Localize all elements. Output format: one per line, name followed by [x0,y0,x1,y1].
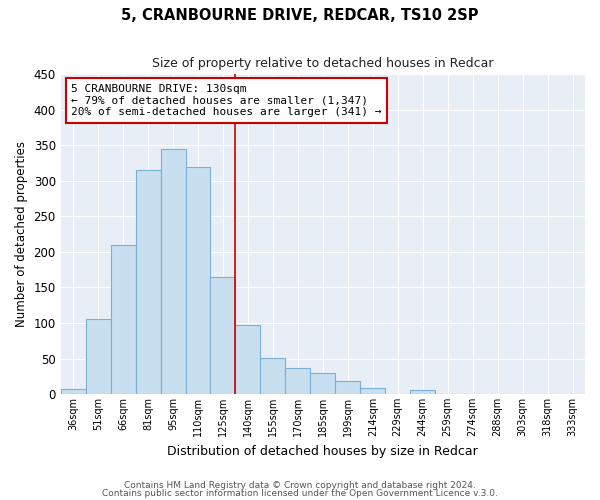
Bar [136,170,161,394]
Bar [286,368,310,394]
Bar [410,390,435,394]
Text: 5, CRANBOURNE DRIVE, REDCAR, TS10 2SP: 5, CRANBOURNE DRIVE, REDCAR, TS10 2SP [121,8,479,22]
Bar [235,325,260,394]
Bar [185,167,211,394]
Title: Size of property relative to detached houses in Redcar: Size of property relative to detached ho… [152,58,494,70]
X-axis label: Distribution of detached houses by size in Redcar: Distribution of detached houses by size … [167,444,478,458]
Bar [161,149,185,394]
Bar [211,277,235,394]
Bar [86,318,110,394]
Bar [360,388,385,394]
Bar [310,374,335,394]
Bar [335,381,360,394]
Text: Contains public sector information licensed under the Open Government Licence v.: Contains public sector information licen… [102,489,498,498]
Text: Contains HM Land Registry data © Crown copyright and database right 2024.: Contains HM Land Registry data © Crown c… [124,480,476,490]
Bar [61,389,86,394]
Y-axis label: Number of detached properties: Number of detached properties [15,141,28,327]
Text: 5 CRANBOURNE DRIVE: 130sqm
← 79% of detached houses are smaller (1,347)
20% of s: 5 CRANBOURNE DRIVE: 130sqm ← 79% of deta… [71,84,382,117]
Bar [110,245,136,394]
Bar [260,358,286,394]
